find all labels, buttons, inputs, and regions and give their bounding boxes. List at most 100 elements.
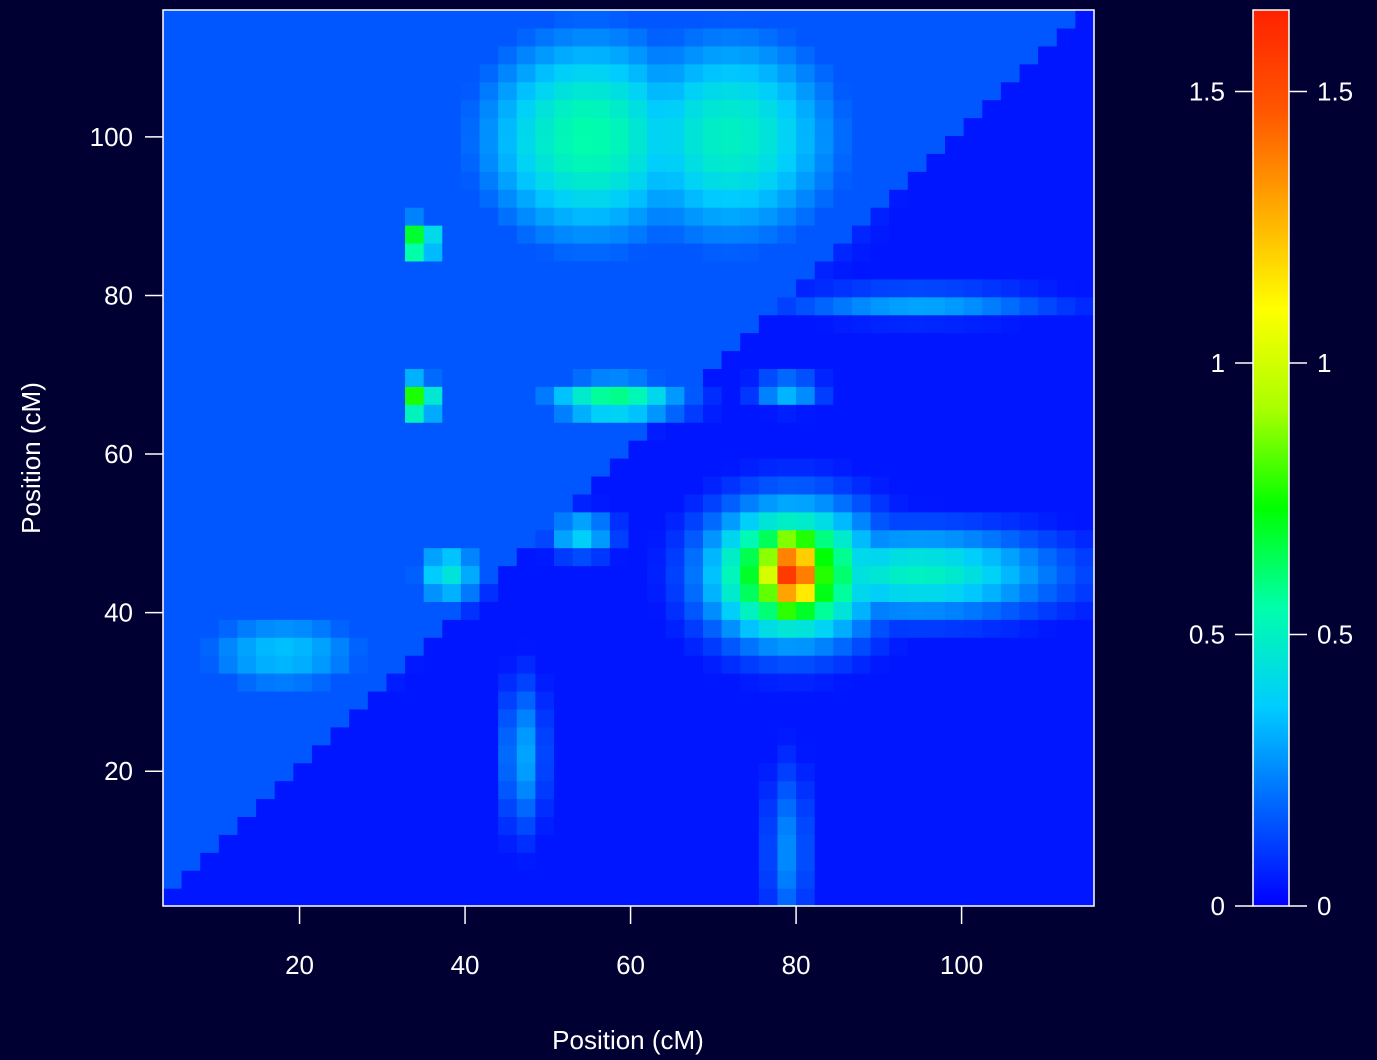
heatmap-cell [684,81,704,101]
heatmap-cell [814,762,834,782]
heatmap-cell [721,708,741,728]
heatmap-cell [442,673,462,692]
heatmap-cell [814,135,834,154]
heatmap-cell [479,440,499,459]
heatmap-cell [311,619,332,638]
heatmap-cell [293,99,313,119]
heatmap-cell [1038,816,1058,835]
heatmap-cell [535,673,555,692]
heatmap-cell [907,458,928,477]
heatmap-cell [460,637,481,656]
heatmap-cell [628,637,648,656]
heatmap-cell [1056,260,1076,280]
heatmap-cell [498,189,518,208]
heatmap-cell [628,242,648,262]
heatmap-cell [367,834,388,853]
heatmap-cell [926,511,946,531]
heatmap-cell [237,27,257,47]
heatmap-cell [460,368,481,387]
heatmap-cell [1038,655,1058,674]
heatmap-cell [367,601,388,620]
heatmap-cell [665,260,685,280]
heatmap-cell [833,458,853,477]
heatmap-cell [777,547,797,567]
heatmap-cell [1075,314,1094,334]
heatmap-cell [870,637,890,656]
heatmap-cell [833,296,853,316]
heatmap-cell [1056,153,1076,172]
heatmap-cell [796,260,816,280]
heatmap-cell [405,583,425,602]
heatmap-cell [982,189,1002,208]
heatmap-cell [274,296,294,316]
heatmap-cell [702,601,723,620]
heatmap-cell [684,171,704,190]
heatmap-cell [386,99,406,119]
heatmap-cell [218,225,239,244]
heatmap-cell [907,10,928,29]
heatmap-cell [609,99,630,119]
heatmap-cell [591,565,611,585]
heatmap-cell [907,99,928,119]
heatmap-cell [684,852,704,871]
heatmap-cell [591,440,611,459]
heatmap-cell [851,816,872,835]
heatmap-cell [1056,475,1076,495]
heatmap-cell [274,153,294,172]
heatmap-cell [609,296,630,316]
heatmap-cell [367,314,388,334]
heatmap-cell [218,744,239,764]
heatmap-cell [777,260,797,280]
heatmap-cell [498,314,518,334]
heatmap-cell [1038,422,1058,441]
heatmap-cell [1019,296,1039,316]
heatmap-cell [702,278,723,298]
heatmap-cell [237,260,257,280]
heatmap-cell [945,583,965,602]
heatmap-cell [814,888,834,906]
heatmap-cell [740,81,760,101]
heatmap-cell [591,27,611,47]
heatmap-cell [926,99,946,119]
heatmap-cell [256,547,276,567]
heatmap-cell [498,762,518,782]
heatmap-cell [851,798,872,817]
heatmap-cell [405,404,425,423]
heatmap-cell [460,852,481,871]
heatmap-cell [386,744,406,764]
heatmap-cell [814,708,834,728]
heatmap-cell [405,565,425,585]
heatmap-cell [535,386,555,405]
heatmap-cell [702,440,723,459]
heatmap-cell [181,565,201,585]
heatmap-cell [963,690,983,710]
heatmap-cell [237,171,257,190]
heatmap-cell [665,45,685,65]
heatmap-cell [758,404,779,423]
heatmap-cell [163,117,183,137]
heatmap-cell [591,296,611,316]
heatmap-cell [405,493,425,513]
heatmap-cell [274,547,294,567]
heatmap-cell [535,135,555,154]
heatmap-cell [907,45,928,65]
heatmap-cell [181,529,201,549]
heatmap-cell [311,242,332,262]
heatmap-cell [591,780,611,800]
heatmap-cell [237,242,257,262]
x-tick-label: 40 [451,950,480,980]
heatmap-cell [1056,529,1076,549]
heatmap-cell [311,493,332,513]
heatmap-cell [665,637,685,656]
heatmap-cell [814,673,834,692]
heatmap-cell [945,332,965,352]
heatmap-cell [1038,189,1058,208]
heatmap-cell [367,637,388,656]
heatmap-cell [796,153,816,172]
heatmap-cell [293,655,313,674]
heatmap-cell [721,10,741,29]
heatmap-cell [460,171,481,190]
heatmap-cell [591,601,611,620]
heatmap-cell [870,888,890,906]
heatmap-cell [758,834,779,853]
